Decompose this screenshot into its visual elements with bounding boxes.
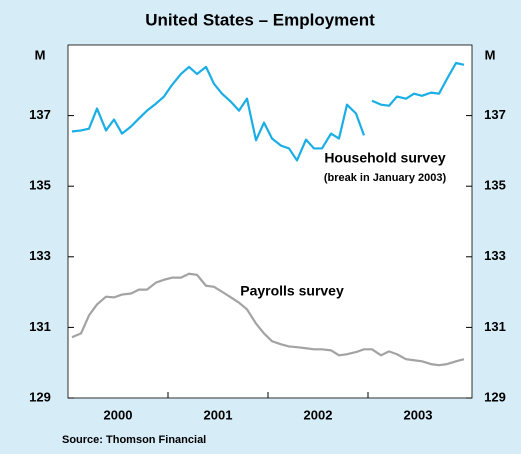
x-tick-label: 2002 bbox=[304, 407, 333, 422]
source: Source: Thomson Financial bbox=[62, 434, 206, 446]
annotation: (break in January 2003) bbox=[324, 172, 447, 184]
x-tick-label: 2000 bbox=[104, 407, 133, 422]
y2-tick-label: 135 bbox=[484, 178, 506, 193]
y-tick-label: 135 bbox=[29, 178, 51, 193]
plot-area bbox=[67, 44, 473, 399]
y2-tick-label: 131 bbox=[484, 319, 506, 334]
series-line bbox=[71, 61, 465, 162]
y2-tick-label: 133 bbox=[484, 248, 506, 263]
y-tick-label: 133 bbox=[29, 248, 51, 263]
y2-tick-label: 129 bbox=[484, 389, 506, 404]
y-tick-label: 131 bbox=[29, 319, 51, 334]
x-tick-label: 2001 bbox=[204, 407, 233, 422]
x-tick-label: 2003 bbox=[404, 407, 433, 422]
y-tick-label: 129 bbox=[29, 389, 51, 404]
chart-title: United States – Employment bbox=[145, 10, 375, 29]
y2-axis-label: M bbox=[485, 47, 496, 62]
y-axis-label: M bbox=[35, 47, 46, 62]
annotation: Household survey bbox=[324, 150, 446, 166]
series-line bbox=[71, 272, 465, 367]
y-tick-label: 137 bbox=[29, 107, 51, 122]
y2-tick-label: 137 bbox=[484, 107, 506, 122]
annotation: Payrolls survey bbox=[240, 283, 344, 299]
